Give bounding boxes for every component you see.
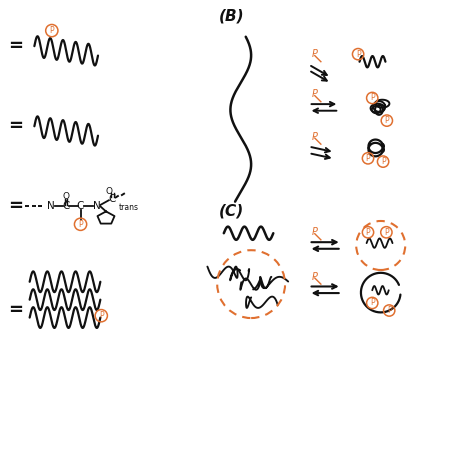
Text: P: P xyxy=(370,93,374,102)
Text: P: P xyxy=(365,154,370,163)
Text: P: P xyxy=(78,220,83,229)
Text: P: P xyxy=(99,311,104,320)
Text: =: = xyxy=(8,117,23,135)
Text: C: C xyxy=(109,194,116,204)
Text: P: P xyxy=(384,116,389,125)
Text: P: P xyxy=(381,157,385,166)
Text: =: = xyxy=(8,301,23,319)
Text: P: P xyxy=(311,89,317,99)
Text: N: N xyxy=(47,201,55,211)
Text: C: C xyxy=(62,201,70,211)
Text: O: O xyxy=(105,187,112,196)
Text: C: C xyxy=(77,201,84,211)
Text: trans: trans xyxy=(118,203,138,212)
Text: P: P xyxy=(311,228,317,237)
Text: P: P xyxy=(311,49,317,59)
Text: P: P xyxy=(311,132,317,142)
Text: P: P xyxy=(356,50,360,59)
Text: P: P xyxy=(311,272,317,282)
Text: P: P xyxy=(384,228,389,237)
Text: =: = xyxy=(8,37,23,55)
Text: P: P xyxy=(387,306,392,315)
Text: =: = xyxy=(8,197,23,215)
Text: P: P xyxy=(49,26,54,35)
Text: (C): (C) xyxy=(219,203,244,219)
Text: O: O xyxy=(63,192,70,201)
Text: P: P xyxy=(370,299,374,308)
Text: (B): (B) xyxy=(219,8,245,23)
Text: P: P xyxy=(365,228,370,237)
Text: N: N xyxy=(93,201,100,211)
